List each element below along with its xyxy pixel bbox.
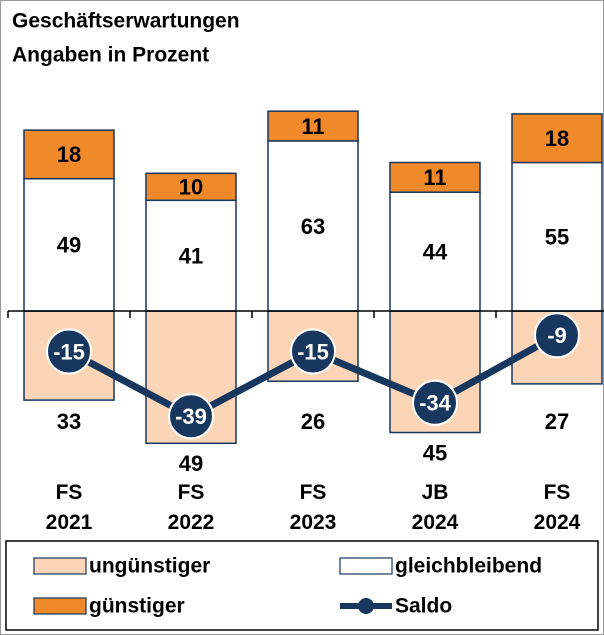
data-label: 44 <box>423 239 448 264</box>
bar-segment <box>145 172 237 202</box>
data-label: 55 <box>545 225 569 250</box>
saldo-label: -15 <box>297 339 329 364</box>
data-label: 10 <box>179 175 203 200</box>
legend-label: Saldo <box>395 595 452 618</box>
data-label: 41 <box>179 243 203 268</box>
data-label: 11 <box>423 165 446 190</box>
legend-box <box>5 540 599 631</box>
saldo-label: -15 <box>53 339 85 364</box>
data-label: 26 <box>301 409 325 434</box>
x-tick-label-line: 2021 <box>46 511 93 534</box>
x-tick-label-line: FS <box>544 481 571 504</box>
x-tick-label: FS 2021 <box>46 481 93 534</box>
data-label: 27 <box>545 409 569 434</box>
bar-segment <box>511 161 603 312</box>
legend-swatch <box>339 557 393 575</box>
x-tick-label-line: 2024 <box>412 511 459 534</box>
x-tick-label: FS 2024 <box>534 481 581 534</box>
chart-subtitle: Angaben in Prozent <box>12 44 209 67</box>
saldo-label: -9 <box>547 323 567 348</box>
bar-segment <box>389 161 481 193</box>
x-tick-label-line: 2024 <box>534 511 581 534</box>
legend-swatch <box>33 557 87 575</box>
x-tick-label-line: FS <box>300 481 327 504</box>
x-tick-label-line: 2023 <box>290 511 337 534</box>
bar-segment <box>23 177 115 312</box>
x-tick-label-line: FS <box>56 481 83 504</box>
saldo-label: -39 <box>175 404 207 429</box>
saldo-marker <box>46 328 92 375</box>
data-label: 49 <box>57 233 81 258</box>
legend-label: günstiger <box>89 595 185 618</box>
x-tick-label: FS 2023 <box>290 481 337 534</box>
saldo-marker <box>412 379 458 426</box>
x-tick-label: JB 2024 <box>412 481 459 534</box>
data-label: 45 <box>423 440 447 465</box>
chart-title: Geschäftserwartungen <box>12 10 240 33</box>
data-label: 63 <box>301 214 325 239</box>
saldo-marker <box>290 328 336 375</box>
legend-label: ungünstiger <box>89 555 210 578</box>
legend-swatch <box>33 597 87 615</box>
data-label: 18 <box>57 142 81 167</box>
data-label: 49 <box>179 451 203 476</box>
bar-segment <box>511 113 603 164</box>
saldo-label: -34 <box>419 391 452 416</box>
legend-label: gleichbleibend <box>395 555 542 578</box>
x-tick-label: FS 2022 <box>168 481 215 534</box>
x-tick-label-line: 2022 <box>168 511 215 534</box>
data-label: 33 <box>57 409 81 434</box>
x-tick-label-line: FS <box>178 481 205 504</box>
x-tick-label-line: JB <box>422 481 449 504</box>
saldo-marker <box>168 393 214 440</box>
saldo-marker <box>534 312 580 359</box>
data-label: 11 <box>301 114 324 139</box>
data-label: 18 <box>545 126 569 151</box>
legend-marker <box>358 598 374 614</box>
bar-segment <box>23 129 115 180</box>
bar-segment <box>267 140 359 312</box>
bar-segment <box>267 110 359 142</box>
bar-segment <box>389 191 481 312</box>
